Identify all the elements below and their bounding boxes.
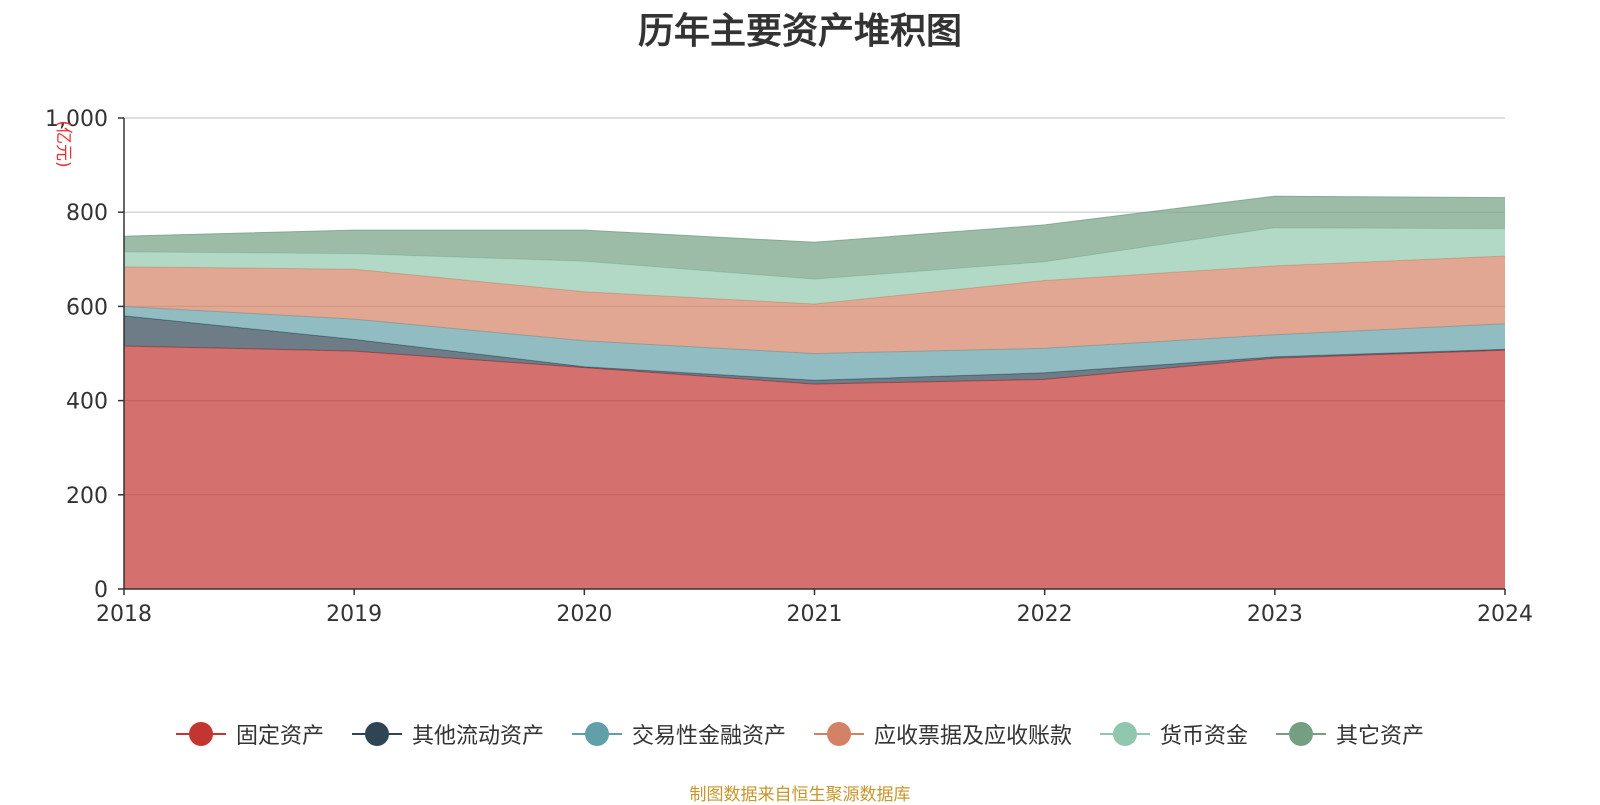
area-series — [123, 195, 1506, 589]
y-tick-label: 1,000 — [45, 107, 108, 132]
x-tick-label: 2022 — [1017, 602, 1073, 627]
axes: 0 200 400 600 800 1,000 2018 2019 2020 2021 2022 20… — [45, 107, 1533, 627]
legend-marker-icon — [175, 722, 226, 746]
area-其它资产 — [124, 196, 1505, 280]
y-tick-label: 400 — [66, 390, 108, 415]
area-固定资产 — [124, 346, 1505, 589]
legend-marker-icon — [814, 722, 864, 746]
x-tick-label: 2023 — [1247, 602, 1303, 627]
x-tick-label: 2020 — [556, 602, 612, 627]
area-其他流动资产 — [124, 315, 1505, 385]
x-tick-label: 2019 — [326, 602, 382, 627]
legend-label: 应收票据及应收账款 — [874, 724, 1073, 749]
y-tick-label: 600 — [66, 295, 108, 320]
y-tick-label: 200 — [66, 484, 108, 509]
area-应收票据及应收账款 — [124, 256, 1505, 354]
x-tick-label: 2024 — [1477, 602, 1533, 627]
legend-marker-icon — [1276, 722, 1327, 746]
area-edge-其它资产 — [123, 195, 1506, 243]
footer-note: 制图数据来自恒生聚源数据库 — [689, 785, 911, 805]
legend-label: 固定资产 — [235, 724, 324, 749]
legend-marker-icon — [1100, 722, 1151, 746]
y-tick-label: 0 — [94, 578, 108, 603]
legend-item[interactable]: 固定资产 — [175, 718, 324, 750]
legend: 固定资产 其他流动资产 交易性金融资产 应收票据及应收账款 货币资金 其它资产 — [0, 718, 1600, 750]
area-交易性金融资产 — [124, 306, 1505, 381]
legend-item[interactable]: 其他流动资产 — [351, 718, 544, 750]
legend-label: 交易性金融资产 — [631, 724, 786, 749]
legend-marker-icon — [351, 722, 402, 746]
legend-label: 其它资产 — [1336, 724, 1425, 749]
legend-item[interactable]: 货币资金 — [1100, 718, 1248, 750]
legend-item[interactable]: 交易性金融资产 — [571, 718, 786, 750]
y-tick-label: 800 — [66, 201, 108, 226]
area-货币资金 — [124, 227, 1505, 304]
legend-label: 货币资金 — [1160, 724, 1249, 749]
legend-marker-icon — [571, 722, 622, 746]
legend-label: 其他流动资产 — [411, 724, 544, 749]
x-tick-label: 2018 — [96, 602, 152, 627]
legend-item[interactable]: 其它资产 — [1276, 718, 1424, 750]
x-tick-label: 2021 — [787, 602, 843, 627]
legend-item[interactable]: 应收票据及应收账款 — [814, 718, 1072, 750]
y-axis-unit-label: (亿元) — [53, 120, 73, 167]
chart-title: 历年主要资产堆积图 — [637, 11, 962, 52]
